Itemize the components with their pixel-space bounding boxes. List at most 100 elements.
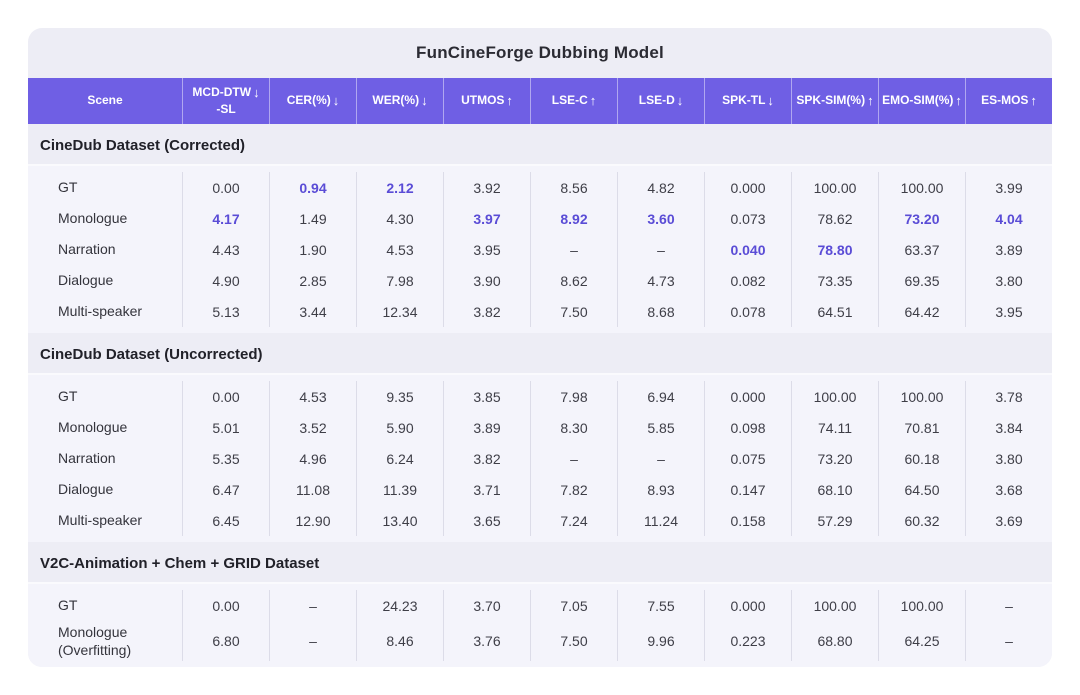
value-cell: 3.69 (965, 505, 1052, 536)
value-cell: 100.00 (791, 590, 878, 621)
value-cell: 2.85 (269, 265, 356, 296)
value-cell: 73.20 (878, 203, 965, 234)
value-cell: 0.158 (704, 505, 791, 536)
value-cell: 0.147 (704, 474, 791, 505)
value-cell: 0.000 (704, 590, 791, 621)
table-row: Multi-speaker 6.45 12.90 13.40 3.65 7.24 11.24… (28, 505, 1052, 536)
value-cell: 8.68 (617, 296, 704, 327)
value-cell: 8.62 (530, 265, 617, 296)
value-cell: 0.098 (704, 412, 791, 443)
value-cell: 24.23 (356, 590, 443, 621)
scene-label: Multi-speaker (58, 512, 143, 529)
value-cell: 68.80 (791, 621, 878, 662)
value-cell: 12.90 (269, 505, 356, 536)
value-cell: 3.84 (965, 412, 1052, 443)
value-cell: 6.47 (182, 474, 269, 505)
value-cell: 13.40 (356, 505, 443, 536)
table-row: Narration 5.35 4.96 6.24 3.82– –0.075 73.20 60.… (28, 443, 1052, 474)
column-header-label: EMO-SIM(%) ↑ (882, 92, 962, 108)
value-cell: 100.00 (791, 381, 878, 412)
column-header-label: CER(%) ↓ (286, 92, 340, 108)
column-header-utmos: UTMOS ↑ (443, 78, 530, 124)
scene-label: Monologue (58, 210, 128, 227)
scene-label: Monologue (Overfitting) (58, 624, 132, 659)
value-cell: 7.50 (530, 296, 617, 327)
column-header-label: SPK-TL ↓ (722, 92, 774, 108)
arrow-down-icon: ↓ (332, 92, 340, 108)
arrow-up-icon: ↑ (1030, 92, 1037, 108)
arrow-up-icon: ↑ (867, 92, 874, 108)
value-cell: 8.93 (617, 474, 704, 505)
value-cell: 5.85 (617, 412, 704, 443)
value-cell: 7.82 (530, 474, 617, 505)
value-cell: 74.11 (791, 412, 878, 443)
value-cell: 0.223 (704, 621, 791, 662)
table-row: Monologue 4.17 1.49 4.30 3.97 8.92 3.60 0.073 78… (28, 203, 1052, 234)
value-cell: 3.85 (443, 381, 530, 412)
value-cell: 1.90 (269, 234, 356, 265)
value-cell: 100.00 (791, 172, 878, 203)
value-cell: 3.52 (269, 412, 356, 443)
value-cell: 3.82 (443, 296, 530, 327)
value-cell: 3.80 (965, 443, 1052, 474)
value-cell: – (269, 621, 356, 662)
table-title: FunCineForge Dubbing Model (416, 43, 664, 62)
section-title-v2c-animation-chem-grid-dataset: V2C-Animation + Chem + GRID Dataset (40, 555, 320, 572)
scene-label: Narration (58, 450, 116, 467)
arrow-up-icon: ↑ (589, 92, 597, 108)
value-cell: 3.44 (269, 296, 356, 327)
value-cell: 9.96 (617, 621, 704, 662)
column-header-sublabel: -SL (216, 101, 236, 116)
value-cell: 3.68 (965, 474, 1052, 505)
column-header-cer: CER(%) ↓ (269, 78, 356, 124)
value-cell: 4.73 (617, 265, 704, 296)
column-header-scene: Scene (28, 78, 182, 124)
value-cell: 4.96 (269, 443, 356, 474)
value-cell: 5.35 (182, 443, 269, 474)
column-header-label: Scene (87, 93, 123, 108)
value-cell: 69.35 (878, 265, 965, 296)
scene-label: Dialogue (58, 481, 114, 498)
value-cell: 4.53 (356, 234, 443, 265)
value-cell: 4.30 (356, 203, 443, 234)
results-card: FunCineForge Dubbing Model Scene MCD-DTW ↓… (28, 28, 1052, 667)
value-cell: 7.50 (530, 621, 617, 662)
value-cell: 8.92 (530, 203, 617, 234)
value-cell: – (269, 590, 356, 621)
value-cell: 78.80 (791, 234, 878, 265)
value-cell: 7.05 (530, 590, 617, 621)
value-cell: 64.50 (878, 474, 965, 505)
value-cell: 3.92 (443, 172, 530, 203)
value-cell: 0.040 (704, 234, 791, 265)
value-cell: 64.42 (878, 296, 965, 327)
value-cell: 100.00 (878, 381, 965, 412)
table-row: Dialogue 6.47 11.08 11.39 3.71 7.82 8.93 0.147 6… (28, 474, 1052, 505)
scene-label: Monologue (58, 419, 128, 436)
column-header-label: WER(%) ↓ (372, 92, 428, 108)
table-row: Multi-speaker 5.13 3.44 12.34 3.82 7.50 8.68 0.… (28, 296, 1052, 327)
value-cell: 3.82 (443, 443, 530, 474)
section-panel: GT 0.00 0.94 2.12 3.92 8.56 4.82 0.000 100.00 100… (28, 164, 1052, 333)
value-cell: 6.24 (356, 443, 443, 474)
value-cell: 3.60 (617, 203, 704, 234)
value-cell: 4.90 (182, 265, 269, 296)
value-cell: 3.89 (443, 412, 530, 443)
value-cell: 3.65 (443, 505, 530, 536)
table-row: GT 0.00 4.53 9.35 3.85 7.98 6.94 0.000 100.00 100… (28, 381, 1052, 412)
column-header-label: LSE-D ↓ (638, 92, 684, 108)
value-cell: 7.55 (617, 590, 704, 621)
section-title-cinedub-dataset-corrected: CineDub Dataset (Corrected) (40, 137, 246, 154)
column-header-wer: WER(%) ↓ (356, 78, 443, 124)
value-cell: 11.08 (269, 474, 356, 505)
scene-label: Multi-speaker (58, 303, 143, 320)
value-cell: 3.89 (965, 234, 1052, 265)
value-cell: 70.81 (878, 412, 965, 443)
column-header-label: MCD-DTW ↓ (192, 84, 260, 100)
arrow-down-icon: ↓ (767, 92, 774, 108)
column-header-label: SPK-SIM(%) ↑ (796, 92, 874, 108)
value-cell: 7.98 (530, 381, 617, 412)
table-row: GT 0.00–24.23 3.70 7.05 7.55 0.000 100.00 100.0… (28, 590, 1052, 621)
value-cell: 0.082 (704, 265, 791, 296)
value-cell: – (965, 621, 1052, 662)
value-cell: 12.34 (356, 296, 443, 327)
